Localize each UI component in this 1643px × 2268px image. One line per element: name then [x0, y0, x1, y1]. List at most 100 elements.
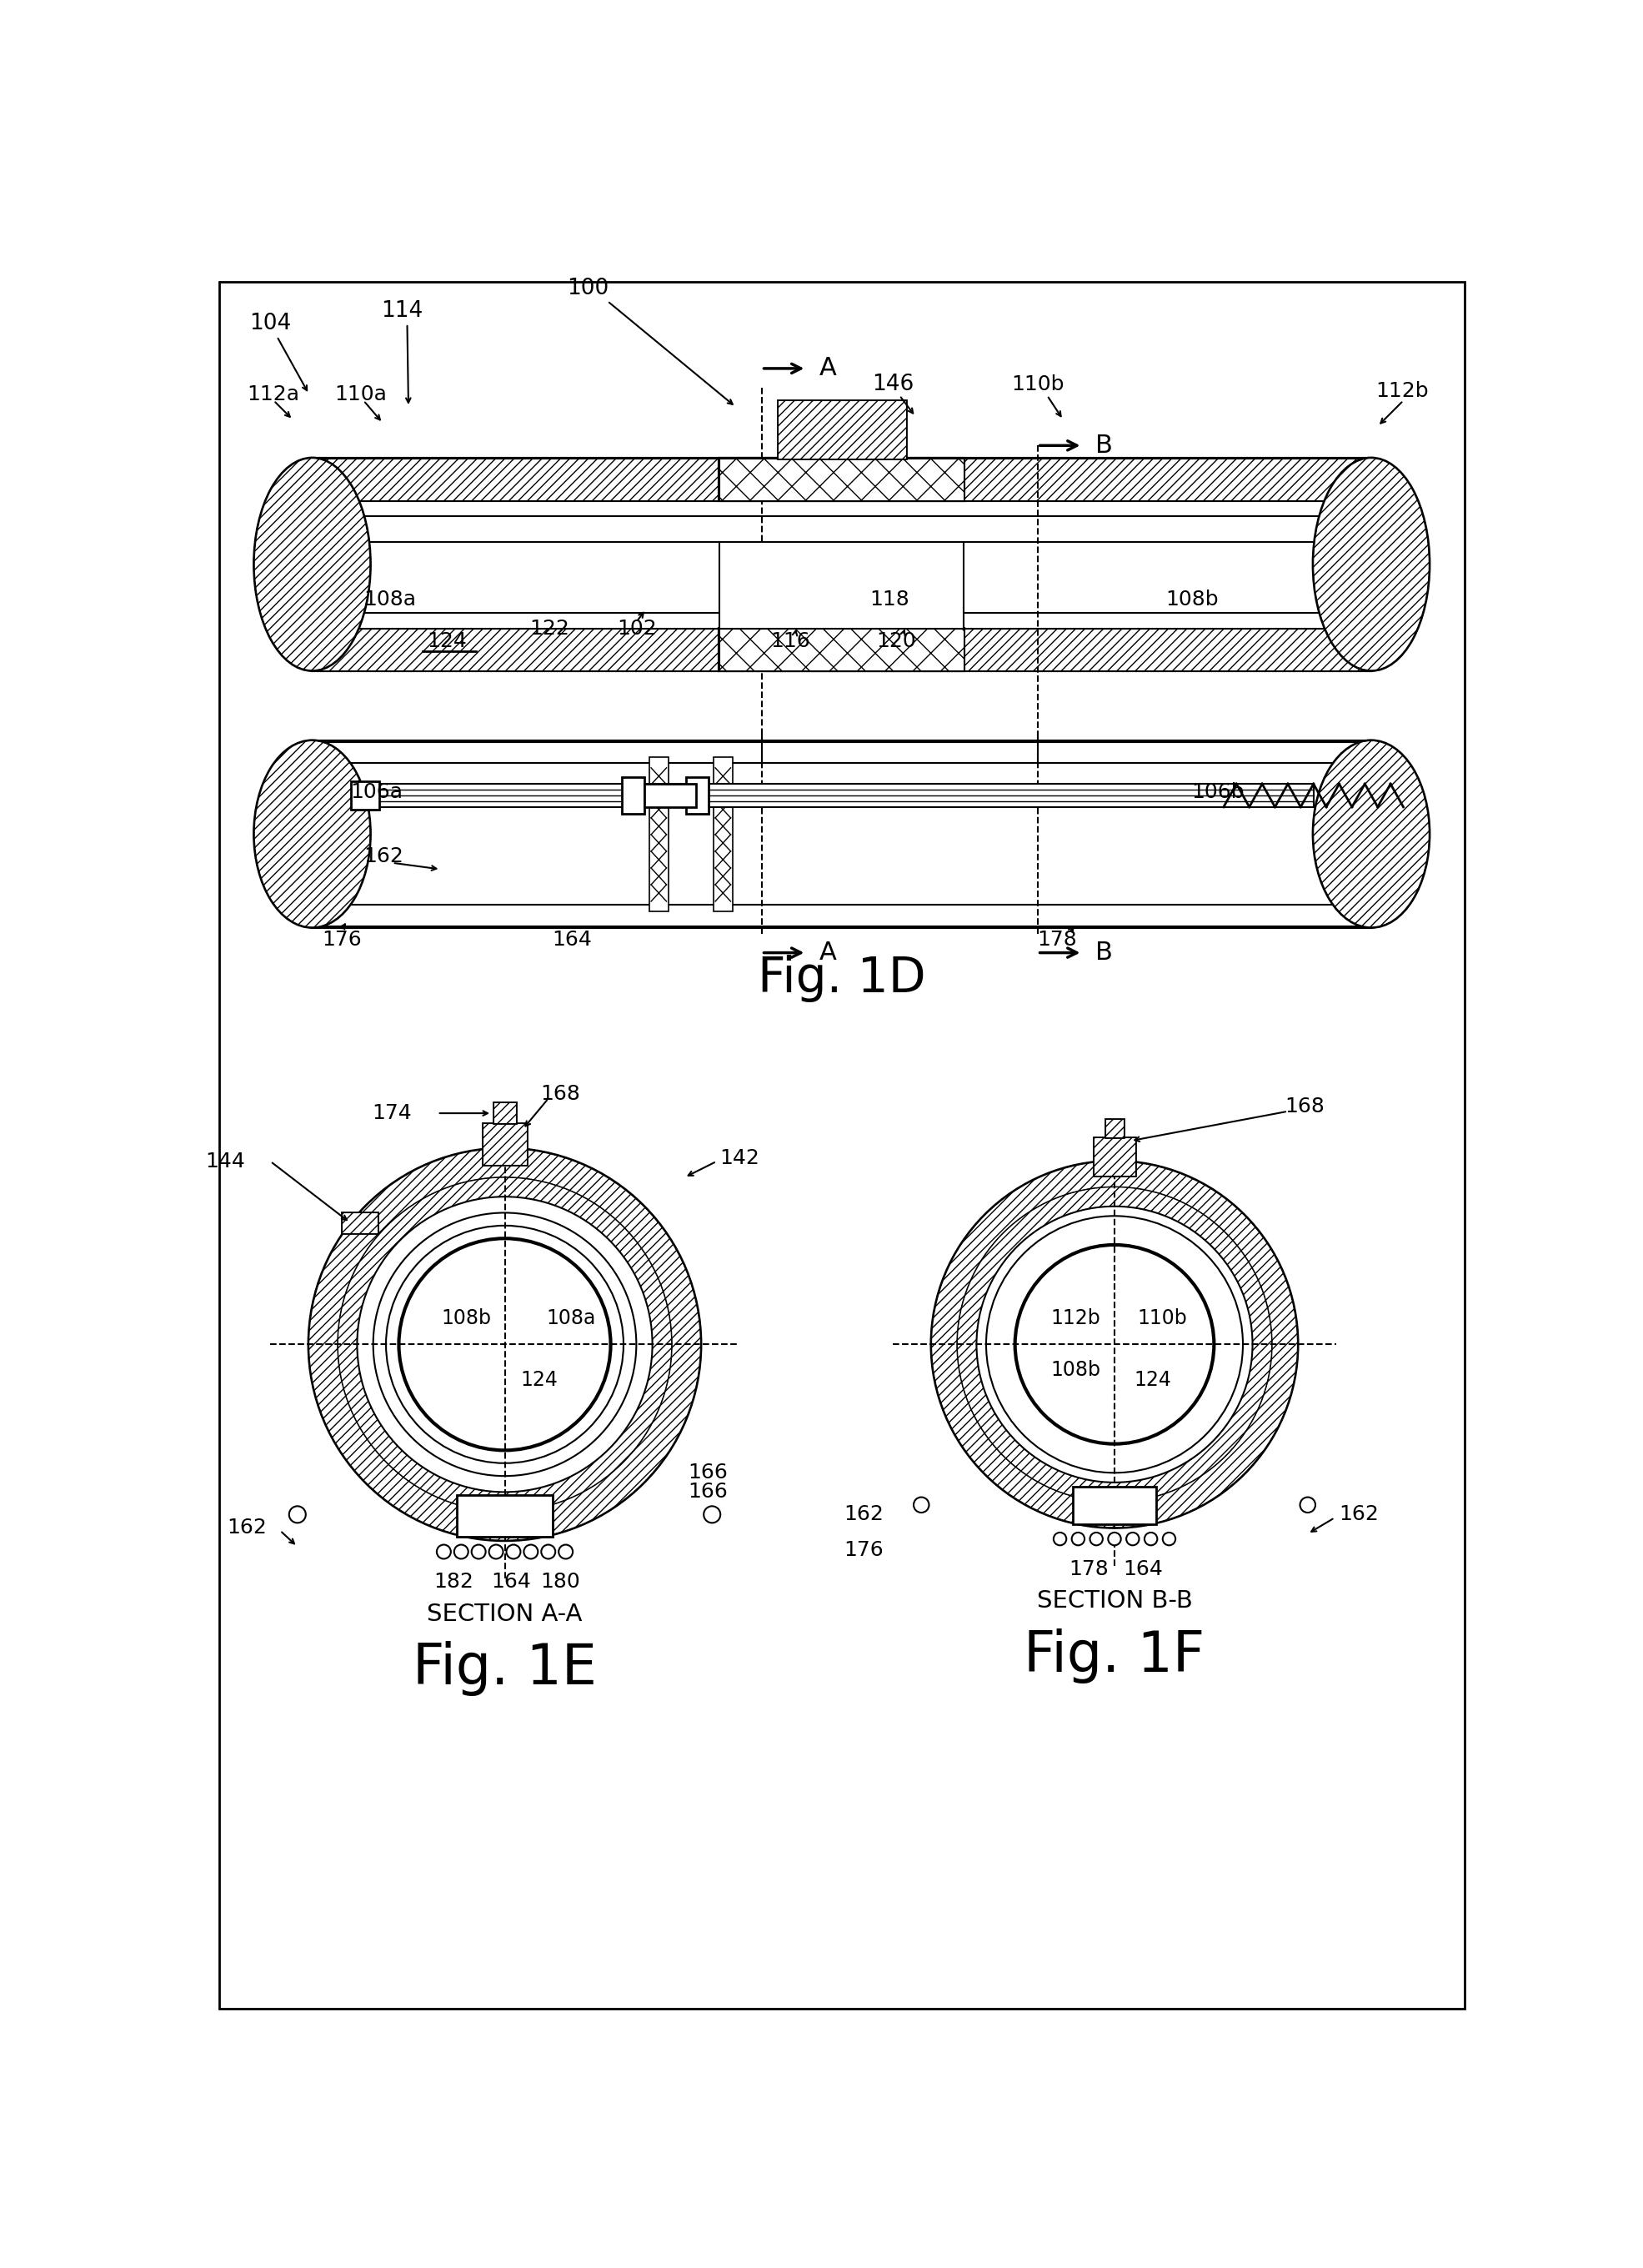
Text: 168: 168: [1285, 1098, 1324, 1116]
Bar: [720, 628, 964, 671]
Text: 106b: 106b: [1191, 782, 1244, 803]
Text: 166: 166: [688, 1463, 728, 1483]
Circle shape: [524, 1545, 537, 1558]
Text: 108b: 108b: [1052, 1361, 1101, 1379]
Ellipse shape: [255, 742, 370, 928]
Circle shape: [357, 1198, 652, 1492]
Text: 112b: 112b: [1375, 381, 1429, 401]
Text: Fig. 1D: Fig. 1D: [757, 955, 925, 1002]
Text: B: B: [1096, 941, 1112, 964]
Circle shape: [490, 1545, 503, 1558]
Bar: [1094, 1136, 1135, 1175]
Bar: [342, 1213, 378, 1234]
Bar: [1073, 1488, 1157, 1524]
Text: 112b: 112b: [1052, 1309, 1101, 1329]
Bar: [720, 542, 964, 628]
Text: 108b: 108b: [442, 1309, 491, 1329]
Text: 166: 166: [688, 1481, 728, 1501]
Bar: [1106, 1118, 1124, 1136]
Text: SECTION B-B: SECTION B-B: [1037, 1590, 1193, 1613]
Text: 124: 124: [521, 1370, 559, 1390]
Text: 122: 122: [529, 619, 570, 640]
Text: 118: 118: [869, 590, 910, 610]
Text: 110b: 110b: [1010, 374, 1065, 395]
Bar: [1094, 1136, 1135, 1175]
Ellipse shape: [255, 458, 370, 671]
Text: 100: 100: [567, 277, 610, 299]
Bar: [312, 542, 1372, 628]
Text: 174: 174: [371, 1102, 412, 1123]
Text: 164: 164: [552, 930, 591, 950]
Circle shape: [1015, 1245, 1214, 1445]
Circle shape: [506, 1545, 521, 1558]
Bar: [350, 780, 380, 810]
Circle shape: [541, 1545, 555, 1558]
Circle shape: [1053, 1533, 1066, 1545]
Text: 162: 162: [1339, 1504, 1378, 1524]
Bar: [312, 628, 1372, 671]
Text: 106a: 106a: [350, 782, 403, 803]
Circle shape: [1071, 1533, 1084, 1545]
Text: A: A: [820, 941, 836, 964]
Circle shape: [309, 1148, 700, 1540]
Bar: [493, 1102, 516, 1123]
Text: 110a: 110a: [335, 383, 388, 404]
Text: 178: 178: [1037, 930, 1076, 950]
Ellipse shape: [1313, 458, 1429, 671]
Circle shape: [958, 1186, 1272, 1501]
Text: 176: 176: [843, 1540, 884, 1560]
Text: 144: 144: [205, 1152, 245, 1170]
Circle shape: [289, 1506, 306, 1522]
Text: 162: 162: [363, 846, 404, 866]
Text: 102: 102: [618, 619, 657, 640]
Bar: [483, 1123, 527, 1163]
Ellipse shape: [255, 742, 370, 928]
Bar: [720, 628, 964, 671]
Bar: [685, 778, 708, 814]
Text: 162: 162: [843, 1504, 884, 1524]
Bar: [312, 458, 1372, 499]
Circle shape: [703, 1506, 720, 1522]
Circle shape: [399, 1238, 611, 1449]
Bar: [720, 458, 964, 499]
Circle shape: [1107, 1533, 1121, 1545]
Text: 124: 124: [1134, 1370, 1171, 1390]
Circle shape: [309, 1148, 700, 1540]
Circle shape: [932, 1161, 1298, 1526]
Text: 108a: 108a: [547, 1309, 596, 1329]
Text: 108a: 108a: [363, 590, 416, 610]
Text: Fig. 1F: Fig. 1F: [1024, 1628, 1204, 1683]
Bar: [342, 1213, 378, 1234]
Bar: [312, 458, 1372, 499]
Circle shape: [1300, 1497, 1316, 1513]
Circle shape: [338, 1177, 672, 1510]
Ellipse shape: [1313, 458, 1429, 671]
Circle shape: [976, 1207, 1252, 1483]
Circle shape: [453, 1545, 468, 1558]
Text: A: A: [820, 356, 836, 381]
Text: SECTION A-A: SECTION A-A: [427, 1603, 582, 1626]
Text: 114: 114: [381, 299, 422, 322]
Text: 180: 180: [541, 1572, 580, 1592]
Text: 110b: 110b: [1137, 1309, 1186, 1329]
Bar: [312, 628, 1372, 671]
Bar: [713, 758, 733, 912]
Bar: [621, 778, 644, 814]
Bar: [777, 401, 905, 458]
Ellipse shape: [1313, 742, 1429, 928]
Text: 124: 124: [427, 631, 467, 651]
Text: 120: 120: [876, 631, 917, 651]
Text: 178: 178: [1070, 1558, 1109, 1579]
Bar: [644, 785, 697, 807]
Text: 162: 162: [227, 1517, 268, 1538]
Text: 142: 142: [720, 1148, 759, 1168]
Text: 146: 146: [872, 374, 914, 395]
Circle shape: [472, 1545, 486, 1558]
Bar: [370, 785, 1313, 807]
Text: 108b: 108b: [1167, 590, 1219, 610]
Bar: [493, 1102, 516, 1123]
Circle shape: [559, 1545, 573, 1558]
Circle shape: [1163, 1533, 1175, 1545]
Circle shape: [1145, 1533, 1157, 1545]
Text: 182: 182: [434, 1572, 473, 1592]
